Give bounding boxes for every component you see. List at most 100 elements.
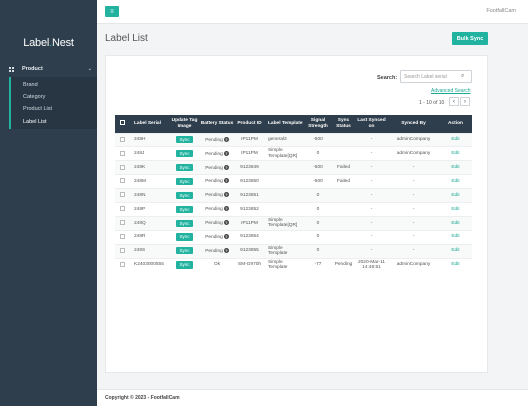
column-header[interactable]: Label Serial	[130, 115, 170, 133]
action-cell: Edit	[439, 229, 472, 245]
search-input[interactable]	[400, 70, 472, 83]
sidebar-item-brand[interactable]: Brand	[23, 82, 38, 88]
sync-button[interactable]: Sync	[176, 261, 193, 269]
action-cell: Edit	[439, 174, 472, 189]
row-select-cell[interactable]	[115, 146, 130, 161]
prev-page-button[interactable]: ‹	[449, 97, 459, 106]
sidebar-item-category[interactable]: Category	[23, 94, 46, 100]
by-cell: -	[388, 160, 439, 175]
template-cell: Simple Template[QR]	[264, 215, 304, 231]
select-all-checkbox[interactable]	[120, 120, 125, 126]
pagination-info: 1 - 10 of 10	[419, 100, 445, 106]
help-icon[interactable]: ?	[223, 178, 229, 184]
row-select-cell[interactable]	[115, 243, 130, 259]
table-header-row: Label Serial Update Tag Image Battery St…	[115, 115, 472, 133]
sync-button[interactable]: Sync	[176, 191, 193, 199]
action-cell: Edit	[439, 160, 472, 175]
row-checkbox[interactable]	[120, 136, 125, 142]
row-checkbox[interactable]	[120, 164, 125, 170]
column-header[interactable]: Label Template	[264, 115, 304, 133]
help-icon[interactable]: ?	[223, 234, 229, 240]
sidebar-item-label-list[interactable]: Label List	[23, 119, 47, 125]
edit-link[interactable]: Edit	[451, 206, 460, 212]
grid-icon	[9, 66, 14, 72]
column-header[interactable]: Last Synced on	[355, 115, 388, 133]
select-all-header[interactable]	[115, 115, 130, 133]
sync-button[interactable]: Sync	[176, 163, 193, 172]
edit-link[interactable]: Edit	[451, 137, 460, 143]
row-checkbox[interactable]	[120, 247, 125, 253]
help-icon[interactable]: ?	[223, 136, 229, 142]
template-cell	[264, 188, 304, 203]
sync-button[interactable]: Sync	[176, 177, 193, 186]
row-checkbox[interactable]	[120, 150, 125, 156]
edit-link[interactable]: Edit	[451, 262, 460, 268]
battery-status-cell: Pending?	[199, 188, 235, 203]
edit-link[interactable]: Edit	[451, 192, 460, 198]
sync-cell: Sync	[170, 132, 199, 147]
sync-button[interactable]: Sync	[176, 205, 193, 213]
status-cell	[332, 243, 355, 259]
sync-button[interactable]: Sync	[176, 247, 193, 255]
by-cell: -	[388, 188, 439, 203]
sync-button[interactable]: Sync	[176, 136, 193, 144]
column-header: Update Tag Image	[170, 115, 199, 133]
help-icon[interactable]: ?	[223, 247, 229, 253]
column-header[interactable]: Product ID	[235, 115, 264, 133]
help-icon[interactable]: ?	[223, 150, 229, 156]
row-checkbox[interactable]	[120, 220, 125, 226]
edit-link[interactable]: Edit	[451, 178, 460, 184]
template-cell	[264, 160, 304, 175]
help-icon[interactable]: ?	[223, 164, 229, 170]
by-cell: -	[388, 229, 439, 245]
menu-toggle-button[interactable]: ≡	[105, 6, 119, 17]
by-cell: -	[388, 215, 439, 231]
sync-button[interactable]: Sync	[176, 219, 193, 227]
sync-cell: Sync	[170, 229, 199, 245]
page-title: Label List	[105, 33, 148, 44]
bulk-sync-button[interactable]: Bulk Sync	[452, 32, 488, 45]
row-select-cell[interactable]	[115, 229, 130, 245]
column-header[interactable]: Synced By	[388, 115, 439, 133]
serial-cell: 248K	[130, 160, 170, 175]
row-select-cell[interactable]	[115, 174, 130, 189]
sync-cell: Sync	[170, 201, 199, 217]
row-checkbox[interactable]	[120, 234, 125, 240]
row-select-cell[interactable]	[115, 132, 130, 147]
sync-cell: Sync	[170, 215, 199, 231]
brand-label: FootfallCam	[486, 8, 516, 14]
product-cell: 9123850	[235, 174, 264, 189]
next-page-button[interactable]: ›	[460, 97, 470, 106]
help-icon[interactable]: ?	[223, 192, 229, 198]
edit-link[interactable]: Edit	[451, 248, 460, 254]
edit-link[interactable]: Edit	[451, 164, 460, 170]
row-checkbox[interactable]	[120, 178, 125, 184]
edit-link[interactable]: Edit	[451, 220, 460, 226]
search-icon[interactable]: ⌕	[461, 73, 465, 79]
column-header[interactable]: Sync Status	[332, 115, 355, 133]
row-select-cell[interactable]	[115, 215, 130, 231]
help-icon[interactable]: ?	[223, 220, 229, 226]
row-checkbox[interactable]	[120, 192, 125, 198]
row-select-cell[interactable]	[115, 257, 130, 272]
column-header[interactable]: Signal Strength	[304, 115, 332, 133]
app-logo[interactable]: Label.Nest	[0, 37, 97, 49]
by-cell: -	[388, 174, 439, 189]
row-select-cell[interactable]	[115, 160, 130, 175]
row-select-cell[interactable]	[115, 188, 130, 203]
table-row: 248Q Sync Pending? IP11PM Simple Template[QR…	[115, 215, 472, 231]
sidebar-item-product-list[interactable]: Product List	[23, 106, 53, 112]
row-checkbox[interactable]	[120, 206, 125, 212]
sidebar-item-product[interactable]: Product ⌄	[9, 63, 97, 75]
row-checkbox[interactable]	[120, 262, 125, 268]
help-icon[interactable]: ?	[223, 206, 229, 212]
column-header[interactable]: Battery Status	[199, 115, 235, 133]
row-select-cell[interactable]	[115, 201, 130, 217]
action-cell: Edit	[439, 132, 472, 147]
advanced-search-link[interactable]: Advanced Search	[431, 88, 471, 94]
sync-button[interactable]: Sync	[176, 150, 193, 158]
sync-button[interactable]: Sync	[176, 233, 193, 241]
battery-status: Pending	[205, 137, 223, 143]
edit-link[interactable]: Edit	[451, 151, 460, 157]
edit-link[interactable]: Edit	[451, 234, 460, 240]
